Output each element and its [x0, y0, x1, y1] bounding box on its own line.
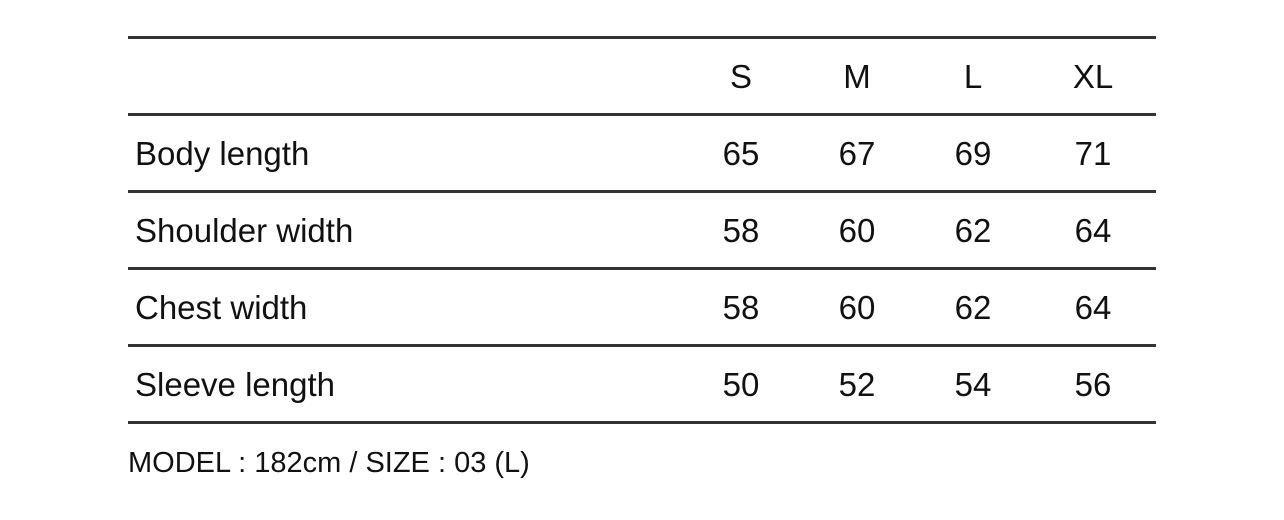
header-row: S M L XL	[128, 39, 1156, 116]
cell-value: 62	[954, 289, 992, 326]
table-row: Chest width 58 60 62 64	[128, 270, 1156, 347]
cell-value: 67	[838, 135, 876, 172]
cell-value: 62	[954, 212, 992, 249]
cell-value: 60	[838, 212, 876, 249]
table-row: Shoulder width 58 60 62 64	[128, 193, 1156, 270]
size-chart-table: S M L XL Body length 65 67 69 71 Shoulde…	[128, 36, 1156, 424]
row-label: Chest width	[135, 289, 308, 326]
cell-value: 60	[838, 289, 876, 326]
cell-value: 69	[954, 135, 992, 172]
cell-value: 58	[722, 212, 760, 249]
cell-value: 54	[954, 366, 992, 403]
header-size-l: L	[963, 58, 983, 95]
row-label: Sleeve length	[135, 366, 335, 403]
cell-value: 58	[722, 289, 760, 326]
row-label: Body length	[135, 135, 310, 172]
cell-value: 64	[1074, 289, 1112, 326]
cell-value: 52	[838, 366, 876, 403]
header-size-s: S	[729, 58, 752, 95]
cell-value: 50	[722, 366, 760, 403]
model-size-note: MODEL : 182cm / SIZE : 03 (L)	[128, 447, 530, 479]
row-label: Shoulder width	[135, 212, 354, 249]
cell-value: 71	[1074, 135, 1112, 172]
table-row: Sleeve length 50 52 54 56	[128, 347, 1156, 424]
table-row: Body length 65 67 69 71	[128, 116, 1156, 193]
header-size-xl: XL	[1072, 58, 1114, 95]
cell-value: 64	[1074, 212, 1112, 249]
cell-value: 65	[722, 135, 760, 172]
cell-value: 56	[1074, 366, 1112, 403]
header-size-m: M	[843, 58, 871, 95]
